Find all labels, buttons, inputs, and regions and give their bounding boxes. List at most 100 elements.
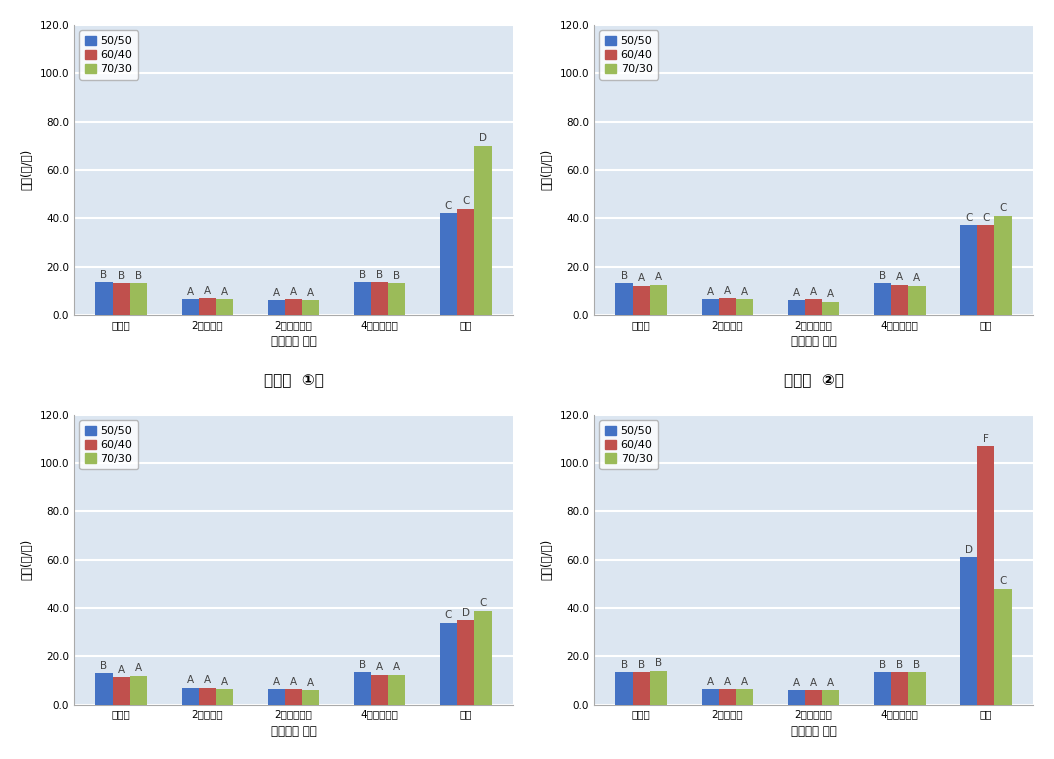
Bar [822,301,839,315]
Bar [302,690,319,705]
Text: C: C [964,213,972,223]
Bar [457,209,474,315]
Text: B: B [879,660,886,669]
Bar [736,689,754,705]
Text: B: B [638,660,645,669]
Bar [960,225,977,315]
Text: A: A [376,662,384,672]
Bar [440,622,457,705]
Text: D: D [462,608,470,618]
Bar [977,446,994,705]
Text: B: B [655,659,662,669]
Text: C: C [445,201,452,211]
Text: A: A [706,287,714,297]
Text: ＜조건  ①＞: ＜조건 ①＞ [264,373,324,388]
Bar [216,689,233,705]
Bar [371,282,388,315]
Bar [268,689,285,705]
Text: ＜조건  ②＞: ＜조건 ②＞ [783,373,843,388]
Bar [474,146,491,315]
Bar [874,672,891,705]
Bar [216,299,233,315]
Text: A: A [307,678,314,688]
Bar [457,620,474,705]
Bar [702,299,719,315]
Text: B: B [914,660,920,669]
Bar [719,298,736,315]
Bar [787,301,805,315]
Bar [632,286,650,315]
Text: F: F [983,433,989,444]
Text: A: A [914,273,920,283]
Text: B: B [621,271,627,281]
Bar [787,690,805,705]
Bar [977,225,994,315]
Bar [474,610,491,705]
Legend: 50/50, 60/40, 70/30: 50/50, 60/40, 70/30 [600,30,658,80]
Bar [960,557,977,705]
Text: B: B [376,269,384,280]
Text: A: A [638,273,645,283]
Text: B: B [621,660,627,669]
Text: A: A [706,676,714,687]
Text: A: A [307,288,314,298]
Text: C: C [999,203,1007,213]
X-axis label: 교통운영 방안: 교통운영 방안 [790,335,837,348]
Bar [909,286,925,315]
Bar [805,690,822,705]
Text: A: A [655,272,662,282]
X-axis label: 교통운영 방안: 교통운영 방안 [271,335,316,348]
Bar [181,688,199,705]
Text: B: B [358,269,366,280]
Bar [388,675,406,705]
Text: C: C [480,598,487,608]
Text: C: C [982,213,990,223]
Text: A: A [827,289,835,299]
Text: A: A [741,676,748,687]
Text: D: D [964,545,973,555]
Text: B: B [118,271,124,281]
Bar [199,298,216,315]
Bar [994,216,1012,315]
Y-axis label: 지체(열/대): 지체(열/대) [541,150,554,191]
Bar [285,299,302,315]
Text: A: A [203,285,211,295]
Text: A: A [827,678,835,688]
Legend: 50/50, 60/40, 70/30: 50/50, 60/40, 70/30 [79,30,138,80]
Bar [285,689,302,705]
Bar [113,677,130,705]
Text: B: B [358,660,366,669]
Text: A: A [793,678,800,688]
Text: A: A [809,287,817,297]
Bar [130,676,148,705]
Text: A: A [724,285,731,295]
Bar [181,299,199,315]
Bar [874,283,891,315]
Bar [371,675,388,705]
Bar [113,283,130,315]
Bar [354,672,371,705]
Bar [702,689,719,705]
Bar [388,283,406,315]
Bar [650,671,667,705]
Bar [130,283,148,315]
X-axis label: 교통운영 방안: 교통운영 방안 [790,725,837,739]
Legend: 50/50, 60/40, 70/30: 50/50, 60/40, 70/30 [600,420,658,469]
Text: B: B [879,271,886,281]
Bar [909,672,925,705]
Text: B: B [393,271,401,281]
Text: C: C [999,576,1007,587]
Text: A: A [273,676,279,687]
Bar [616,672,632,705]
Text: D: D [479,134,487,143]
Text: A: A [896,272,903,282]
Bar [650,285,667,315]
Text: A: A [290,676,297,687]
Legend: 50/50, 60/40, 70/30: 50/50, 60/40, 70/30 [79,420,138,469]
Text: A: A [221,676,228,687]
Bar [891,285,909,315]
Bar [719,689,736,705]
Y-axis label: 지체(열/대): 지체(열/대) [21,150,34,191]
Bar [632,672,650,705]
Bar [891,672,909,705]
